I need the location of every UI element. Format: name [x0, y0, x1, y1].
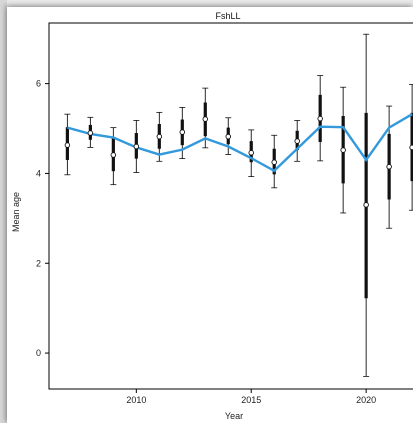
y-tick-label: 4	[36, 168, 41, 178]
x-axis: 2010 2015 2020	[126, 389, 376, 405]
observed-point-2010	[133, 143, 140, 150]
observed-point-2022	[409, 144, 413, 151]
y-axis: 0 2 4 6	[36, 79, 49, 358]
observed-point-2011	[156, 133, 163, 140]
mean-age-chart: FshLL 0 2 4 6 2010 2015 2020 Year Mean age	[11, 11, 413, 421]
x-axis-title: Year	[225, 411, 243, 421]
y-tick-label: 0	[36, 348, 41, 358]
observed-point-2020	[363, 202, 369, 208]
observed-point-2009	[110, 152, 117, 158]
observed-point-2019	[340, 147, 346, 153]
observed-point-2017	[294, 138, 300, 144]
x-tick-label: 2010	[126, 395, 146, 405]
observed-point-2007	[64, 142, 71, 148]
observed-point-2016	[271, 159, 277, 165]
observed-point-2021	[386, 163, 392, 170]
y-tick-label: 2	[36, 258, 41, 268]
plot-window: FshLL 0 2 4 6 2010 2015 2020 Year Mean age	[7, 7, 413, 423]
x-tick-label: 2015	[241, 395, 261, 405]
observed-point-2014	[225, 133, 232, 140]
observed-point-2013	[202, 116, 209, 122]
observed-error-bars	[64, 33, 413, 377]
y-tick-label: 6	[36, 79, 41, 89]
chart-title: FshLL	[215, 11, 240, 21]
window-edge	[0, 0, 7, 423]
x-tick-label: 2020	[356, 395, 376, 405]
observed-point-2018	[317, 115, 323, 122]
observed-point-2012	[179, 129, 186, 135]
observed-point-2015	[248, 150, 254, 156]
predicted-mean-age-line	[67, 113, 413, 173]
y-axis-title: Mean age	[11, 192, 21, 232]
plot-frame	[48, 22, 413, 390]
observed-point-2008	[87, 130, 94, 136]
observed-points	[64, 115, 413, 208]
